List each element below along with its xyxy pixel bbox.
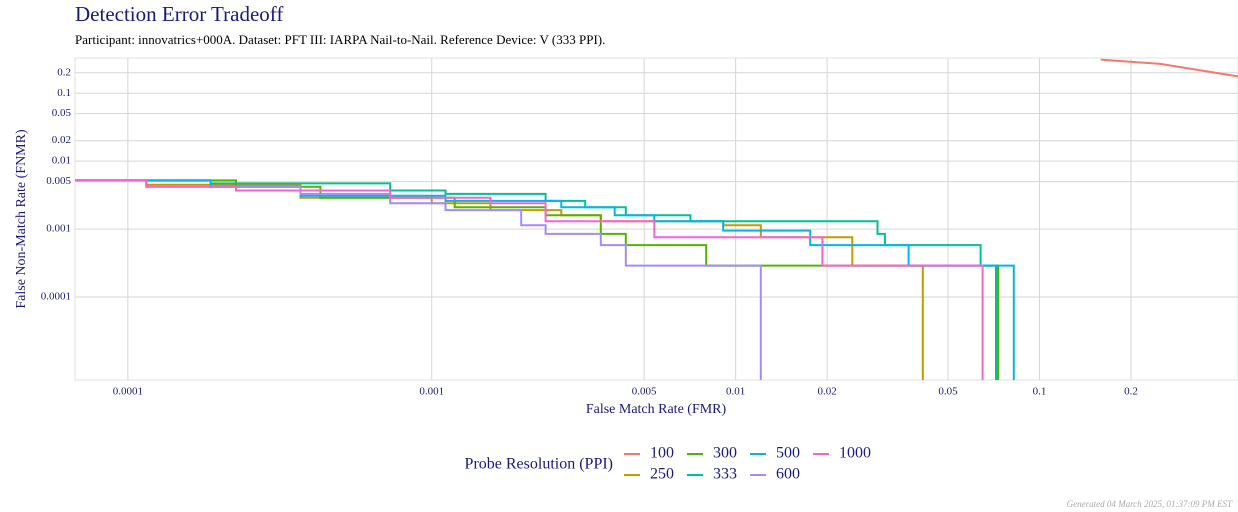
x-axis-label: False Match Rate (FMR) bbox=[586, 402, 727, 417]
x-tick-label: 0.05 bbox=[938, 386, 958, 398]
footer: Generated 04 March 2025, 01:37:09 PM EST bbox=[1067, 499, 1233, 509]
legend-label: 300 bbox=[713, 445, 737, 462]
y-tick-label: 0.005 bbox=[46, 175, 71, 187]
legend-label: 333 bbox=[713, 466, 737, 483]
legend-title: Probe Resolution (PPI) bbox=[465, 456, 613, 473]
legend-label: 1000 bbox=[839, 445, 871, 462]
x-tick-label: 0.01 bbox=[726, 386, 745, 398]
series-line bbox=[75, 179, 997, 380]
plot-panel bbox=[74, 57, 1238, 381]
x-tick-label: 0.001 bbox=[419, 386, 444, 398]
x-tick-label: 0.0001 bbox=[113, 386, 143, 398]
y-tick-label: 0.01 bbox=[52, 155, 71, 167]
chart-subtitle: Participant: innovatrics+000A. Dataset: … bbox=[75, 32, 605, 47]
legend-label: 500 bbox=[776, 445, 800, 462]
legend-label: 600 bbox=[776, 466, 800, 483]
series-line bbox=[75, 179, 984, 380]
x-tick-label: 0.1 bbox=[1033, 386, 1047, 398]
y-tick-label: 0.0001 bbox=[41, 291, 71, 303]
series-line bbox=[1100, 58, 1238, 78]
legend-label: 100 bbox=[650, 445, 674, 462]
series-line bbox=[75, 179, 762, 380]
x-tick-label: 0.005 bbox=[632, 386, 657, 398]
y-tick-label: 0.2 bbox=[57, 66, 71, 78]
y-tick-label: 0.02 bbox=[52, 134, 71, 146]
chart-title: Detection Error Tradeoff bbox=[75, 2, 283, 26]
y-tick-label: 0.05 bbox=[52, 107, 72, 119]
y-tick-label: 0.001 bbox=[46, 223, 71, 235]
y-tick-label: 0.1 bbox=[57, 87, 71, 99]
x-tick-label: 0.2 bbox=[1124, 386, 1138, 398]
legend-label: 250 bbox=[650, 466, 674, 483]
x-tick-label: 0.02 bbox=[817, 386, 836, 398]
y-axis-label: False Non-Match Rate (FNMR) bbox=[14, 129, 29, 309]
